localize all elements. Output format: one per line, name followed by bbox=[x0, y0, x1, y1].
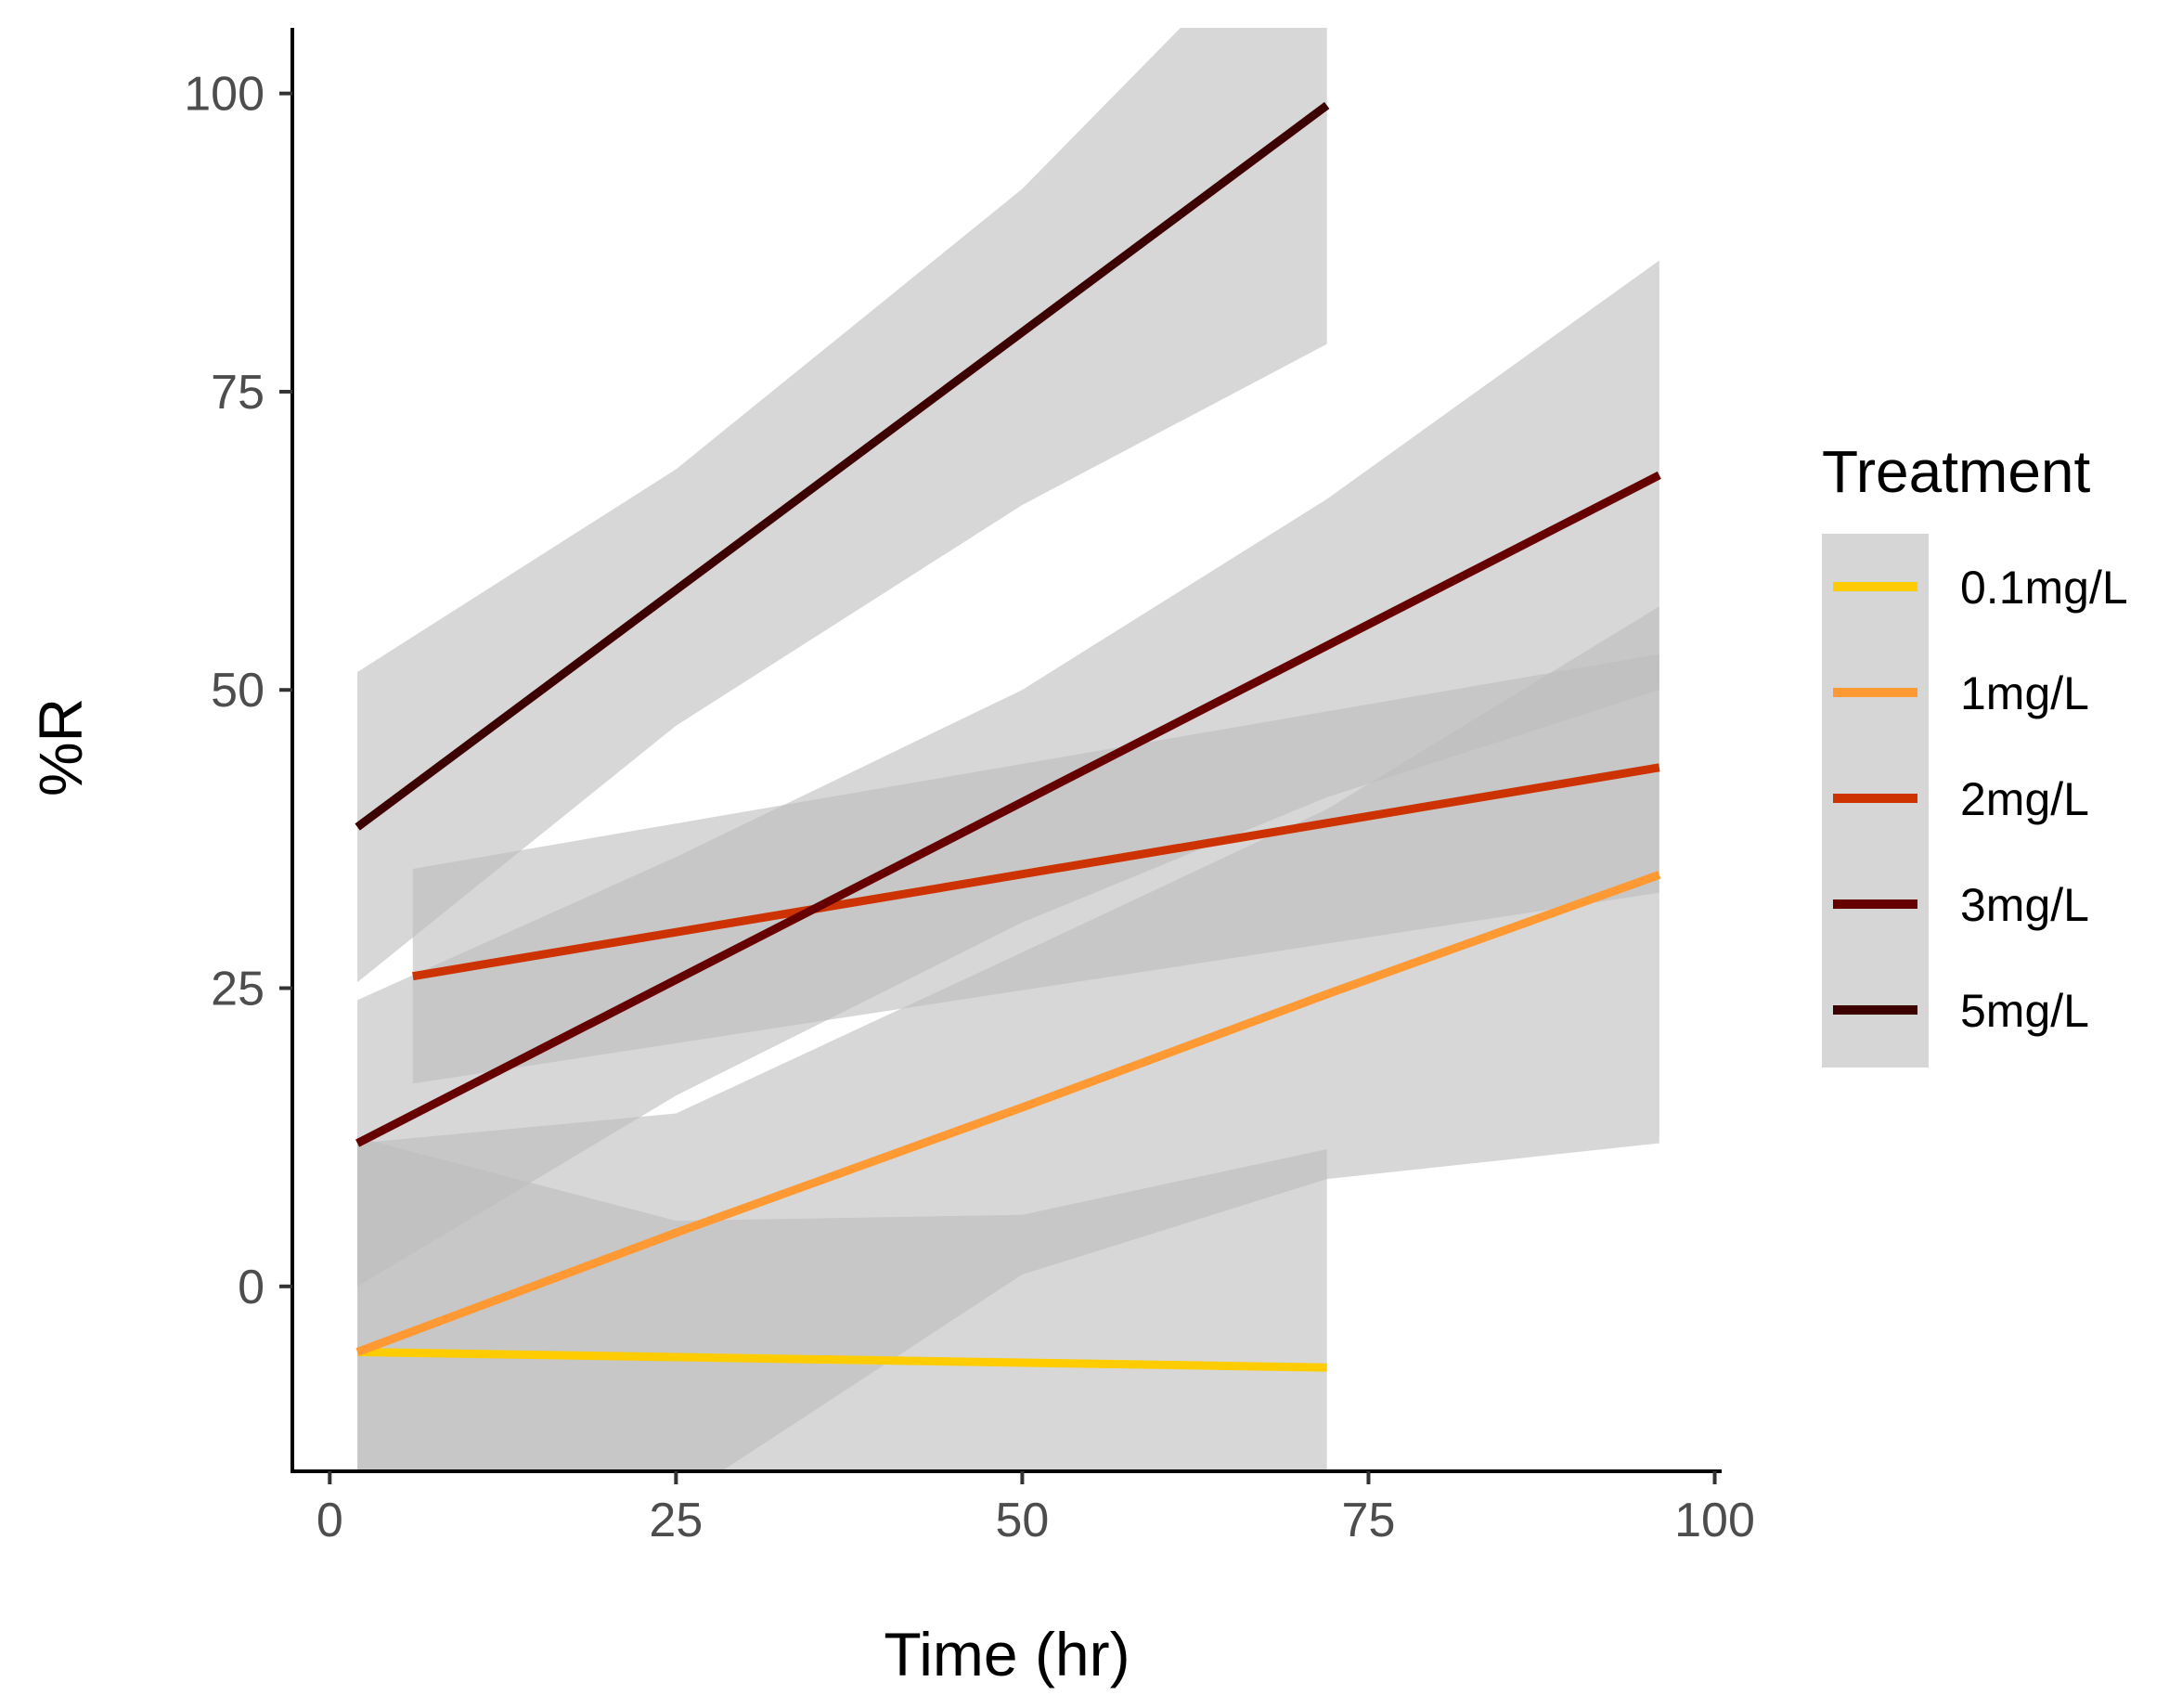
legend-title: Treatment bbox=[1822, 438, 2091, 505]
series-line-3 bbox=[355, 471, 1661, 1147]
y-axis-title: %R bbox=[26, 698, 95, 796]
confidence-band-3 bbox=[357, 260, 1659, 1287]
series-line-2 bbox=[412, 763, 1660, 981]
legend-label-0: 0.1mg/L bbox=[1960, 562, 2128, 614]
x-axis-title: Time (hr) bbox=[884, 1620, 1130, 1689]
legend-label-2: 2mg/L bbox=[1960, 773, 2089, 825]
legend-label-1: 1mg/L bbox=[1960, 667, 2089, 719]
x-tick-label: 75 bbox=[1342, 1494, 1396, 1547]
y-tick-label: 50 bbox=[211, 664, 265, 718]
x-tick-label: 25 bbox=[649, 1494, 703, 1547]
series-line-0 bbox=[357, 1348, 1327, 1372]
y-ticks: 0 25 50 75 100 bbox=[184, 68, 292, 1314]
x-ticks: 0 25 50 75 100 bbox=[316, 1471, 1755, 1547]
series-line-1 bbox=[355, 871, 1661, 1356]
axes bbox=[290, 28, 1722, 1473]
y-tick-label: 100 bbox=[184, 68, 265, 122]
y-tick-label: 0 bbox=[238, 1261, 265, 1314]
series-line-4 bbox=[355, 101, 1330, 831]
confidence-band-4 bbox=[357, 28, 1327, 983]
trend-lines bbox=[355, 101, 1661, 1372]
x-tick-label: 50 bbox=[995, 1494, 1049, 1547]
y-tick-label: 75 bbox=[211, 366, 265, 420]
legend-label-3: 3mg/L bbox=[1960, 879, 2089, 931]
legend: Treatment 0.1mg/L 1mg/L 2mg/L 3mg/L 5mg/L bbox=[1822, 438, 2128, 1068]
x-tick-label: 100 bbox=[1674, 1494, 1755, 1547]
y-tick-label: 25 bbox=[211, 963, 265, 1016]
legend-label-4: 5mg/L bbox=[1960, 985, 2089, 1037]
x-tick-label: 0 bbox=[316, 1494, 343, 1547]
